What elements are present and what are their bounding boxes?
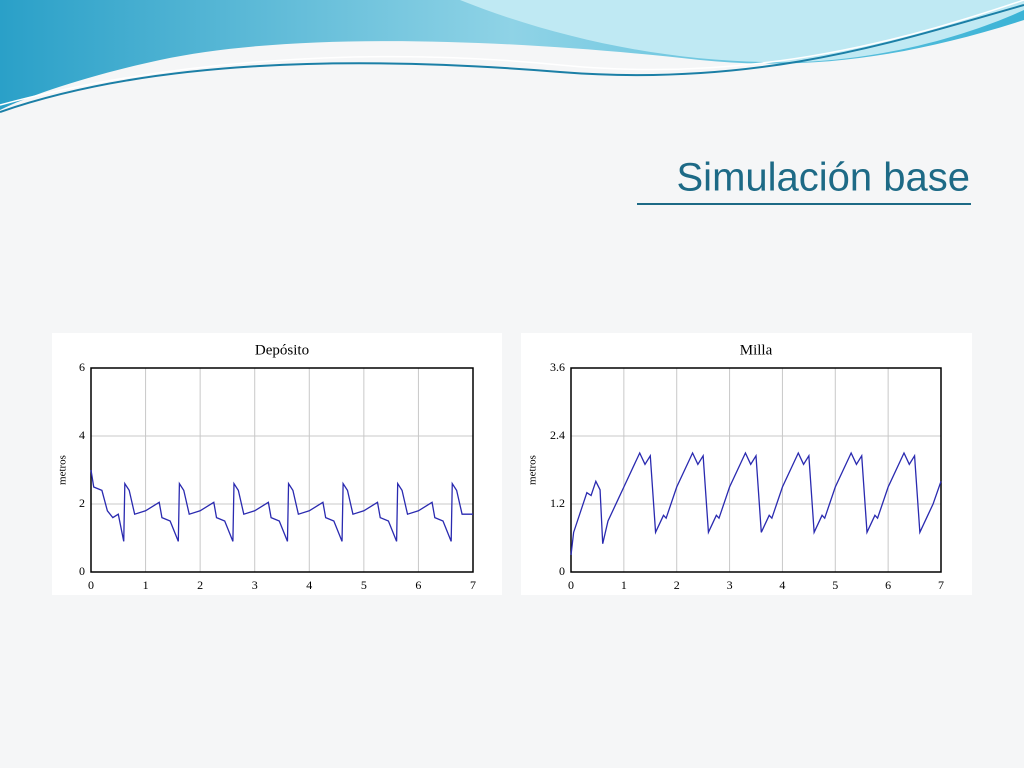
slide-title: Simulación base xyxy=(677,156,971,200)
data-line xyxy=(90,469,473,542)
y-tick-label: 0 xyxy=(79,564,85,578)
y-tick-label: 4 xyxy=(79,428,85,442)
x-tick-label: 6 xyxy=(415,578,421,592)
y-tick-label: 6 xyxy=(79,360,85,374)
header-line xyxy=(0,4,1024,113)
x-tick-label: 7 xyxy=(470,578,476,592)
x-tick-label: 0 xyxy=(568,578,574,592)
chart-title: Depósito xyxy=(255,342,309,358)
chart-panel xyxy=(52,333,502,595)
y-tick-label: 2.4 xyxy=(550,428,565,442)
header-wave-light xyxy=(460,0,1024,63)
header-line xyxy=(0,0,1024,106)
x-tick-label: 1 xyxy=(143,578,149,592)
y-tick-label: 0 xyxy=(559,564,565,578)
x-tick-label: 0 xyxy=(88,578,94,592)
x-tick-label: 3 xyxy=(727,578,733,592)
chart-panel xyxy=(521,333,972,595)
y-tick-label: 3.6 xyxy=(550,360,565,374)
y-tick-label: 2 xyxy=(79,496,85,510)
x-tick-label: 3 xyxy=(252,578,258,592)
x-tick-label: 4 xyxy=(779,578,785,592)
x-tick-label: 1 xyxy=(621,578,627,592)
x-tick-label: 7 xyxy=(938,578,944,592)
chart-title: Milla xyxy=(740,342,773,358)
y-axis-label: metros xyxy=(527,455,539,485)
x-tick-label: 5 xyxy=(361,578,367,592)
x-tick-label: 5 xyxy=(832,578,838,592)
y-tick-label: 1.2 xyxy=(550,496,565,510)
x-tick-label: 6 xyxy=(885,578,891,592)
data-line xyxy=(570,451,942,556)
y-axis-label: metros xyxy=(57,455,69,485)
x-tick-label: 4 xyxy=(306,578,312,592)
plot-frame xyxy=(570,367,942,573)
x-tick-label: 2 xyxy=(674,578,680,592)
x-tick-label: 2 xyxy=(197,578,203,592)
